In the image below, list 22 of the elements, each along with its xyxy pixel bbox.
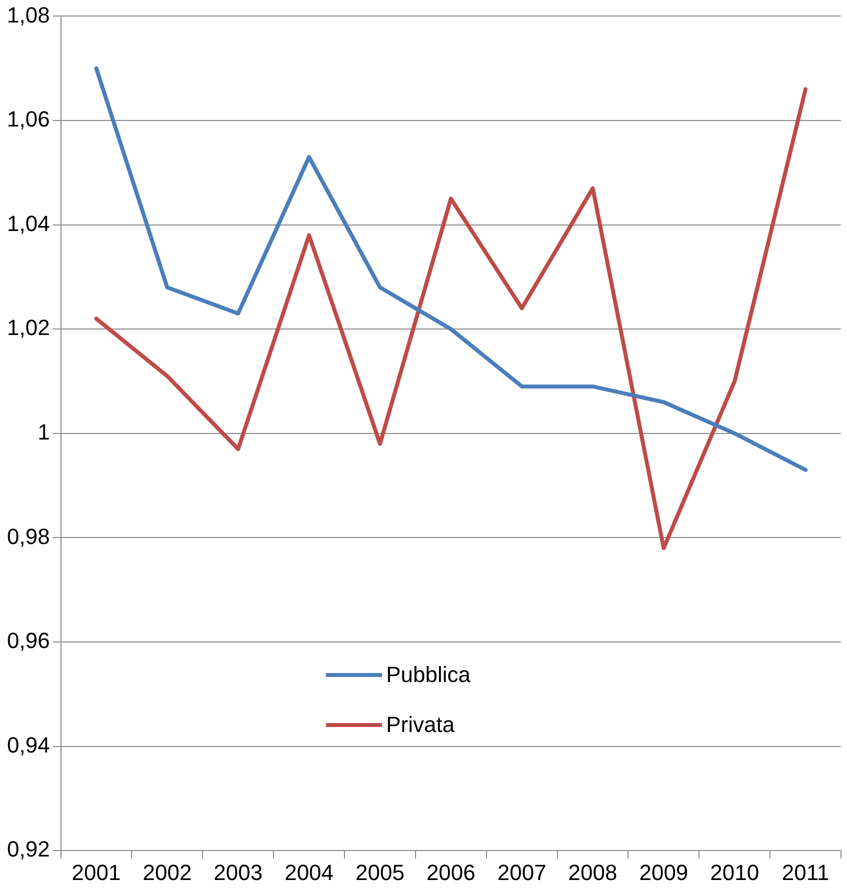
legend-label: Pubblica [386,662,470,688]
x-tick-label: 2009 [639,860,688,885]
y-tick-label: 1,08 [6,2,50,28]
x-tick-label: 2008 [568,860,618,885]
x-tick-label: 2001 [72,860,121,885]
x-tick-label: 2011 [782,860,830,885]
x-tick-label: 2002 [142,860,192,885]
y-tick-label: 1,04 [6,210,50,236]
x-tick-label: 2004 [284,860,334,885]
x-tick-label: 2003 [214,860,263,885]
x-tick-label: 2007 [497,860,546,885]
y-tick-label: 1 [38,419,50,444]
y-tick-label: 0,94 [6,732,50,758]
legend-label: Privata [386,712,455,738]
y-tick-label: 1,02 [6,315,50,340]
y-tick-label: 1,06 [6,106,50,132]
y-tick-label: 0,92 [6,836,50,862]
y-tick-label: 0,96 [6,628,50,654]
x-tick-label: 2006 [426,860,476,885]
x-tick-label: 2005 [356,860,404,885]
x-tick-label: 2010 [710,860,760,885]
y-tick-label: 0,98 [6,524,50,549]
